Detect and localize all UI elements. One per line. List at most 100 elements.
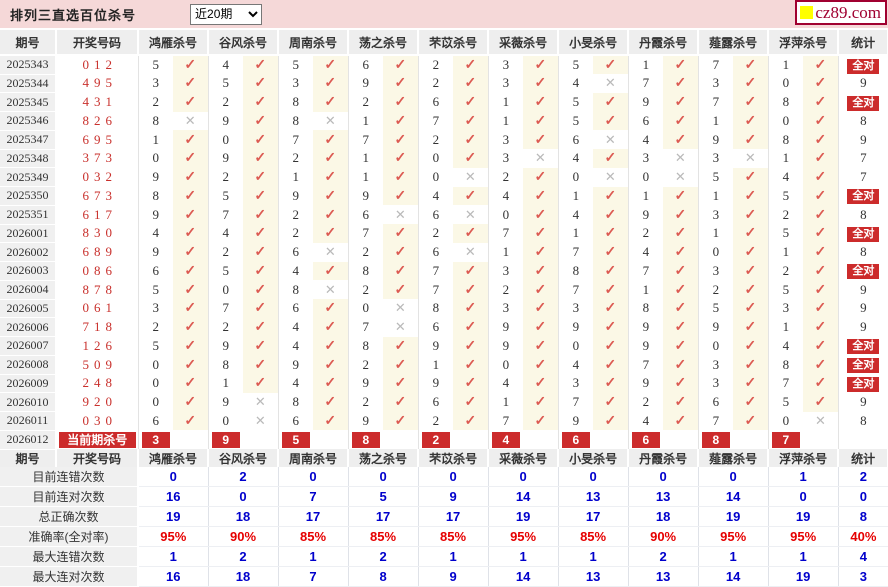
kill-mark-cell: ✓: [663, 261, 699, 281]
stats-value-cell: 9: [417, 486, 489, 508]
kill-value-cell: 9: [347, 186, 384, 206]
check-icon: ✓: [254, 168, 267, 185]
kill-mark-cell: ✓: [663, 411, 699, 431]
kill-mark-cell: ✓: [243, 167, 279, 187]
kill-mark-cell: ✓: [733, 74, 769, 93]
kill-mark-cell: ✓: [243, 242, 279, 262]
period-cell: 2025346: [0, 111, 57, 131]
check-icon: ✓: [534, 299, 547, 316]
kill-value-cell: 1: [767, 242, 804, 262]
check-icon: ✓: [184, 411, 197, 428]
period-cell: 2026004: [0, 280, 57, 300]
kill-mark-cell: ✓: [383, 167, 419, 187]
check-icon: ✓: [604, 186, 617, 203]
stats-value-cell: 14: [487, 566, 559, 587]
check-icon: ✓: [604, 299, 617, 316]
kill-mark-cell: ✓: [523, 299, 559, 318]
kill-mark-cell: ✓: [243, 261, 279, 281]
check-icon: ✓: [744, 299, 757, 316]
check-icon: ✓: [184, 93, 197, 110]
check-icon: ✓: [744, 168, 757, 185]
current-kill-badge: 8: [351, 431, 381, 448]
check-icon: ✓: [324, 56, 337, 72]
kill-value-cell: 5: [137, 55, 173, 74]
stats-value-cell: 14: [487, 486, 559, 508]
current-kill-cell: 5: [277, 430, 314, 450]
draw-numbers-cell: 617: [82, 206, 117, 222]
draw-numbers-cell: 673: [82, 187, 117, 203]
stats-value-cell: 95%: [697, 526, 769, 547]
site-logo[interactable]: cz89.com: [795, 0, 887, 25]
check-icon: ✓: [464, 374, 477, 391]
kill-value-cell: 7: [487, 411, 524, 431]
check-icon: ✓: [464, 56, 477, 72]
kill-value-cell: 4: [627, 411, 664, 431]
kill-value-cell: 4: [277, 261, 314, 281]
col-header-expert-9: 浮萍杀号: [768, 30, 840, 56]
kill-value-cell: 0: [767, 411, 804, 431]
stats-value-cell: 16: [137, 566, 209, 587]
cross-icon: ✕: [324, 112, 336, 128]
check-icon: ✓: [464, 280, 477, 297]
check-icon: ✓: [324, 374, 337, 391]
kill-value-cell: 0: [137, 392, 173, 412]
kill-mark-cell: ✓: [523, 261, 559, 281]
kill-value-cell: 1: [347, 111, 384, 131]
col-header-expert-0: 鸿雁杀号: [138, 449, 210, 467]
kill-value-cell: 3: [137, 299, 173, 318]
col-header-expert-9: 浮萍杀号: [768, 449, 840, 467]
draw-numbers-cell: 920: [82, 394, 117, 410]
kill-value-cell: 6: [417, 392, 454, 412]
stats-value-cell: 85%: [347, 526, 419, 547]
draw-numbers-cell: 248: [82, 375, 117, 391]
current-kill-cell: 2: [417, 430, 454, 450]
check-icon: ✓: [814, 261, 827, 278]
kill-mark-cell: ✓: [173, 411, 209, 431]
check-icon: ✓: [674, 393, 687, 410]
check-icon: ✓: [814, 318, 827, 335]
kill-mark-cell: ✓: [173, 149, 209, 168]
check-icon: ✓: [394, 111, 407, 128]
stats-value-cell: 2: [207, 466, 279, 488]
kill-value-cell: 1: [767, 55, 804, 74]
check-icon: ✓: [324, 261, 337, 278]
kill-value-cell: 6: [417, 317, 454, 337]
kill-mark-cell: ✓: [383, 392, 419, 412]
stats-value-cell: 1: [557, 546, 629, 567]
check-icon: ✓: [184, 74, 197, 91]
kill-mark-cell: ✓: [523, 130, 559, 149]
top-bar: 排列三直选百位杀号 近20期 cz89.com: [0, 0, 888, 28]
kill-value-cell: 2: [347, 392, 384, 412]
all-correct-badge: 全对: [847, 264, 880, 280]
kill-mark-cell: ✓: [243, 130, 279, 149]
check-icon: ✓: [254, 93, 267, 110]
kill-value-cell: 8: [277, 111, 314, 131]
kill-value-cell: 6: [557, 130, 594, 149]
kill-mark-cell: ✓: [593, 280, 629, 299]
stat-cell: 全对: [837, 186, 888, 206]
period-cell: 2026008: [0, 355, 57, 375]
check-icon: ✓: [254, 280, 267, 297]
kill-value-cell: 5: [557, 55, 594, 74]
kill-mark-cell: ✓: [243, 205, 279, 224]
period-range-select[interactable]: 近20期: [190, 3, 263, 25]
check-icon: ✓: [394, 393, 407, 410]
col-header-expert-1: 谷风杀号: [208, 449, 280, 467]
kill-value-cell: 0: [557, 167, 594, 187]
check-icon: ✓: [674, 336, 687, 353]
kill-mark-cell: ✕: [173, 111, 209, 131]
col-header-expert-5: 采薇杀号: [488, 30, 560, 56]
kill-mark-cell: ✕: [383, 317, 419, 337]
draw-numbers-cell: 878: [82, 281, 117, 297]
current-kill-cell: 8: [697, 430, 734, 450]
check-icon: ✓: [184, 280, 197, 297]
kill-mark-cell: ✓: [383, 92, 419, 112]
check-icon: ✓: [394, 130, 407, 147]
kill-mark-cell: ✓: [593, 55, 629, 74]
kill-mark-cell: ✓: [173, 167, 209, 187]
check-icon: ✓: [254, 149, 267, 166]
kill-mark-cell: ✓: [733, 130, 769, 149]
stat-cell: 9: [837, 130, 888, 149]
check-icon: ✓: [184, 261, 197, 278]
